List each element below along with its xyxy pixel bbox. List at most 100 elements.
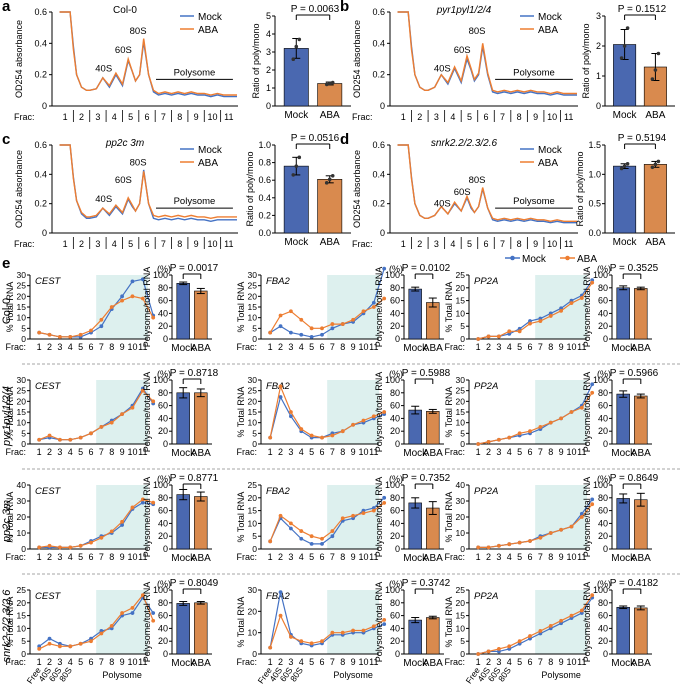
fraction-number: 3 [57,342,62,352]
y-tick-label: 25 [456,585,466,595]
y-tick-label: 0.4 [34,38,47,48]
bar-category-label: Mock [284,237,309,248]
fraction-number: 6 [88,342,93,352]
y-tick-label: 10 [17,623,27,633]
fraction-number: 4 [68,657,73,667]
fraction-number: 5 [78,342,83,352]
fraction-number: 11 [138,657,147,667]
profile-panel-c: c pp2c 3m 0 0.2 0.4 0.6 OD254 absorbance 40S60S… [2,131,238,249]
gene-name: CEST [35,486,62,497]
bar-category-label: Mock [613,110,638,121]
series-mock-point [278,590,283,595]
series-aba-point [99,425,104,429]
fraction-number: 3 [57,657,62,667]
series-aba-point [351,317,355,322]
series-aba-point [382,617,387,622]
series-aba-point [309,641,314,646]
series-mock-point [278,395,283,399]
fraction-number: 9 [194,239,199,249]
gene-name: FBA2 [266,276,290,287]
bar-unit-label: (%) [157,579,171,589]
series-aba-point [382,410,387,414]
legend-mock-marker [510,255,515,261]
fraction-number: 6 [527,657,532,667]
fraction-number: 2 [486,447,491,457]
legend-mock-label: Mock [198,145,223,156]
bar-y-tick-label: 40 [158,413,168,423]
y-tick-label: 10 [248,518,258,528]
y-tick-label: 0 [252,544,257,554]
bar-y-tick-label: 20 [158,426,168,436]
fraction-number: 6 [527,447,532,457]
series-mock-point [289,526,293,531]
fraction-number: 11 [564,239,573,249]
fraction-number: 3 [496,657,501,667]
panel-letter: a [2,0,11,15]
bar-y-tick-label: 2 [596,41,601,51]
series-aba-point [330,529,335,533]
bar-aba [426,302,440,340]
fraction-number: 3 [95,112,100,122]
series-aba-point [528,539,532,543]
bar-unit-label: (%) [597,474,611,484]
series-aba-point [309,534,314,539]
series-aba-point [486,334,491,339]
legend-aba-marker [565,255,570,261]
p-value: P = 0.8649 [610,473,659,484]
series-aba-point [89,328,93,333]
series-aba-point [330,433,335,438]
fraction-number: 11 [369,342,378,352]
fraction-label: Frac: [236,552,257,562]
legend-mock-label: Mock [538,145,563,156]
fraction-label: Frac: [5,552,26,562]
fraction-number: 9 [351,552,356,562]
series-aba-point [309,326,314,331]
series-aba-point [37,330,42,335]
bar-category-label: Mock [403,553,428,564]
fraction-number: 6 [483,239,488,249]
fraction-number: 10 [358,552,368,562]
bar-category-label: Mock [611,658,636,669]
series-aba-point [68,437,73,442]
fraction-number: 4 [450,112,455,122]
p-value: P = 0.5988 [402,368,451,379]
y-tick-label: 0 [460,544,465,554]
bar-aba [194,496,208,550]
fraction-number: 2 [486,657,491,667]
fraction-number: 10 [566,552,576,562]
fraction-label: Frac: [444,552,465,562]
series-aba-point [89,431,93,436]
panel-letter: b [340,0,349,15]
fraction-number: 4 [299,552,304,562]
y-tick-label: 0 [42,101,47,111]
fraction-number: 8 [340,447,345,457]
polysome-label: Polysome [513,196,555,207]
bar-category-label: ABA [631,343,651,354]
fraction-number: 8 [109,657,114,667]
series-aba-point [58,545,62,550]
panel-e-row-2: pp2c 3m [1,468,680,543]
bar-y-tick-label: 80 [158,283,168,293]
data-point [294,164,299,168]
bar-category-label: ABA [631,658,651,669]
y-tick-label: 0 [252,334,257,344]
bar-y-tick-label: 4 [266,29,271,39]
fraction-number: 9 [351,447,356,457]
fraction-number: 7 [500,112,505,122]
series-aba-point [78,543,83,548]
fraction-number: 3 [288,657,293,667]
polysome-shade [327,590,379,654]
fraction-number: 3 [288,447,293,457]
ratio-bar-chart-b: 0 1 2 3 Ratio of poly/mono Mock ABA P = 0.1512 [581,4,675,121]
series-aba-point [309,433,314,438]
y-tick-label: 0 [42,228,47,238]
series-aba-point [579,405,584,410]
fraction-number: 10 [547,112,557,122]
peak-label: 40S [434,64,451,75]
bar-y-tick-label: 80 [158,598,168,608]
fraction-number: 4 [507,552,512,562]
bar-y-tick-label: 60 [390,611,400,621]
y-tick-label: 20 [248,606,258,616]
series-mock-line [397,144,577,224]
p-value: P = 0.3525 [610,263,659,274]
